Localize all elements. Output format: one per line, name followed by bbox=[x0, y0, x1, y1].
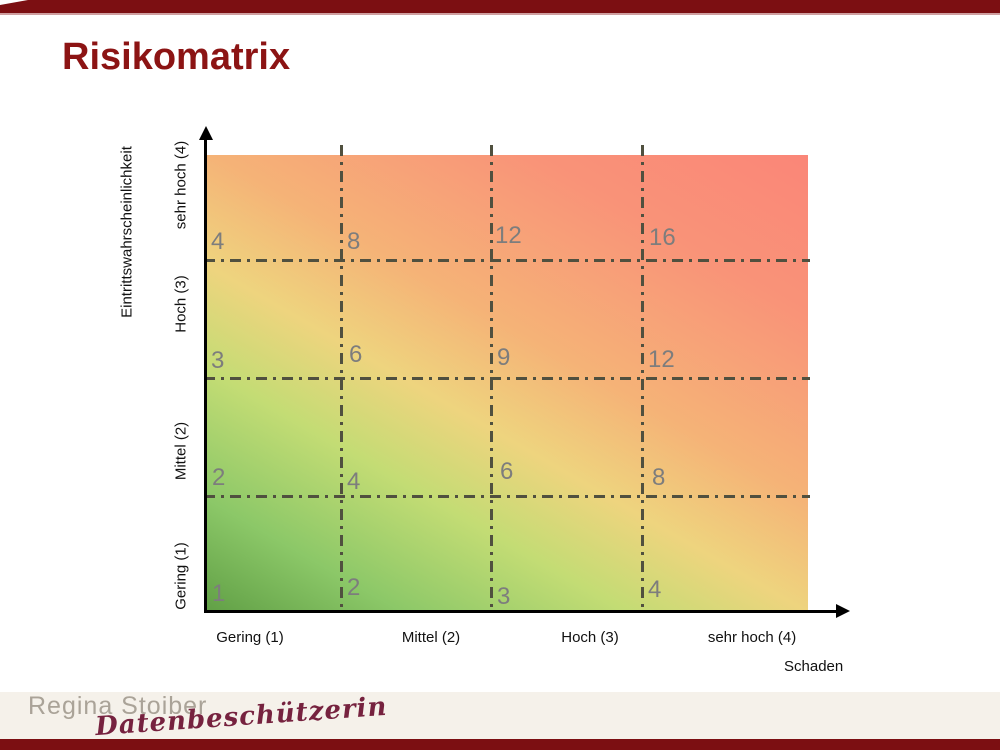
y-tick-hoch: Hoch (3) bbox=[172, 275, 190, 333]
footer-author-name: Regina Stoiber bbox=[28, 692, 208, 720]
risk-value-p2-d4: 8 bbox=[652, 464, 666, 491]
x-tick-sehr-hoch: sehr hoch (4) bbox=[707, 629, 797, 646]
y-tick-sehr-hoch: sehr hoch (4) bbox=[172, 140, 190, 230]
x-axis-arrow-icon bbox=[836, 604, 850, 618]
risk-gradient-area bbox=[207, 155, 808, 611]
y-axis-title: Eintrittswahrscheinlichkeit bbox=[118, 146, 136, 318]
hgrid-line-row4 bbox=[204, 259, 810, 262]
y-axis-arrow-icon bbox=[199, 126, 213, 140]
y-axis-line bbox=[204, 138, 207, 611]
hgrid-line-row2 bbox=[204, 495, 810, 498]
risk-value-p1-d2: 2 bbox=[347, 574, 361, 601]
risk-value-p4-d1: 4 bbox=[211, 228, 225, 255]
y-tick-gering: Gering (1) bbox=[172, 542, 190, 610]
x-axis-line bbox=[204, 610, 836, 613]
risk-value-p2-d1: 2 bbox=[212, 464, 226, 491]
risk-value-p2-d3: 6 bbox=[500, 458, 514, 485]
risk-value-p3-d4: 12 bbox=[648, 346, 675, 373]
y-tick-mittel: Mittel (2) bbox=[172, 421, 190, 481]
risk-value-p2-d2: 4 bbox=[347, 468, 361, 495]
x-tick-hoch: Hoch (3) bbox=[561, 629, 619, 646]
bottom-accent-bar bbox=[0, 739, 1000, 750]
risk-value-p4-d4: 16 bbox=[649, 224, 676, 251]
slide-title: Risikomatrix bbox=[62, 36, 291, 78]
x-tick-mittel: Mittel (2) bbox=[401, 629, 461, 646]
risk-value-p3-d2: 6 bbox=[349, 341, 363, 368]
vgrid-line-col2 bbox=[340, 145, 343, 611]
x-axis-title: Schaden bbox=[784, 658, 844, 675]
footer-strip bbox=[0, 692, 1000, 739]
vgrid-line-col3 bbox=[490, 145, 493, 611]
risk-value-p1-d3: 3 bbox=[497, 583, 511, 610]
vgrid-line-col4 bbox=[641, 145, 644, 611]
top-bar-notch bbox=[0, 0, 28, 5]
hgrid-line-row3 bbox=[204, 377, 810, 380]
risk-value-p1-d4: 4 bbox=[648, 576, 662, 603]
x-tick-gering: Gering (1) bbox=[216, 629, 284, 646]
risk-value-p1-d1: 1 bbox=[212, 580, 226, 607]
risk-value-p3-d3: 9 bbox=[497, 344, 511, 371]
top-accent-bar bbox=[0, 0, 1000, 15]
risk-value-p3-d1: 3 bbox=[211, 347, 225, 374]
risk-value-p4-d3: 12 bbox=[495, 222, 522, 249]
risk-value-p4-d2: 8 bbox=[347, 228, 361, 255]
